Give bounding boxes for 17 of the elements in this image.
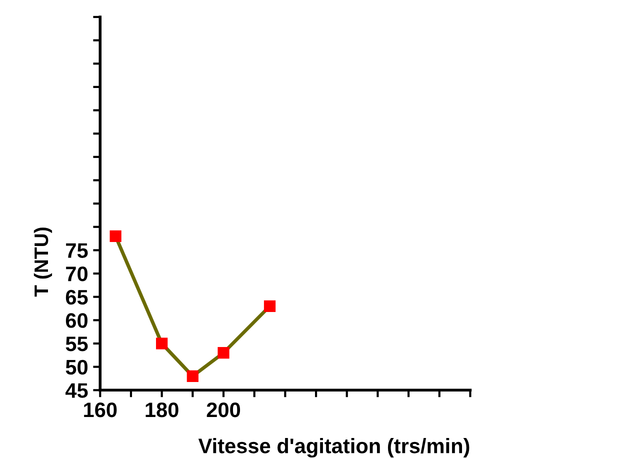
- y-tick-label: 65: [66, 290, 88, 305]
- y-tick-label: 45: [65, 383, 88, 398]
- y-tick-label: 55: [66, 336, 88, 352]
- y-tick-label: 50: [66, 360, 88, 375]
- point: [156, 338, 168, 350]
- x-tick-label: 160: [84, 402, 117, 418]
- point: [218, 347, 230, 359]
- x-tick-label: 200: [206, 402, 240, 418]
- y-tick-label: 60: [66, 313, 88, 328]
- y-tick-label: 75: [66, 243, 88, 258]
- x-tick-label: 180: [146, 402, 178, 418]
- point: [264, 300, 276, 312]
- y-axis-title: T (NTU): [34, 228, 52, 297]
- x-axis-title: Vitesse d'agitation (trs/min): [198, 438, 470, 458]
- y-tick-label: 70: [66, 266, 88, 282]
- point: [110, 230, 122, 242]
- point: [186, 370, 198, 382]
